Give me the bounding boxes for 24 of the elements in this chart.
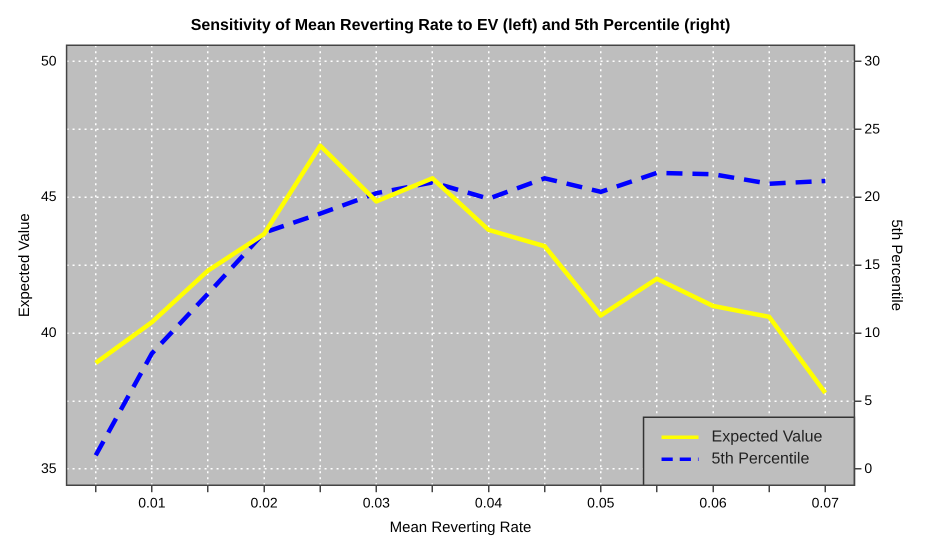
legend-label: Expected Value — [712, 428, 823, 446]
y2-tick-label: 10 — [864, 324, 880, 340]
x-tick-label: 0.02 — [250, 494, 278, 510]
x-axis-title: Mean Reverting Rate — [390, 519, 532, 536]
y-tick-label: 40 — [40, 324, 57, 340]
y2-tick-label: 20 — [864, 188, 880, 204]
x-tick-label: 0.07 — [812, 494, 840, 510]
x-tick-label: 0.06 — [699, 494, 727, 510]
y-axis-title: Expected Value — [16, 213, 34, 318]
x-tick-label: 0.03 — [362, 494, 390, 510]
y2-tick-label: 25 — [864, 120, 880, 136]
y2-tick-label: 5 — [864, 392, 872, 408]
y2-tick-label: 30 — [864, 52, 880, 68]
y-tick-label: 45 — [40, 188, 57, 204]
legend-label: 5th Percentile — [712, 450, 810, 468]
x-tick-label: 0.04 — [474, 494, 502, 510]
y2-axis-title: 5th Percentile — [888, 219, 905, 312]
y2-tick-label: 15 — [864, 256, 880, 272]
y-tick-label: 50 — [40, 52, 57, 68]
y-tick-label: 35 — [40, 460, 57, 476]
chart-title: Sensitivity of Mean Reverting Rate to EV (left) and 5th Percentile (right) — [190, 17, 730, 34]
y2-tick-label: 0 — [864, 460, 872, 476]
x-tick-label: 0.05 — [587, 494, 615, 510]
x-tick-label: 0.01 — [138, 494, 166, 510]
